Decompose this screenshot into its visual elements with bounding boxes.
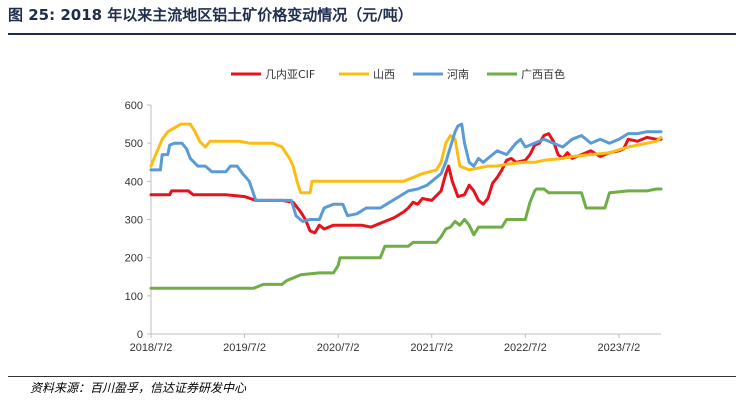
y-tick-label: 500 <box>125 138 143 150</box>
source-note: 资料来源：百川盈孚，信达证券研发中心 <box>30 381 247 395</box>
x-tick-label: 2020/7/2 <box>317 342 360 354</box>
legend-label-3: 河南 <box>447 68 469 81</box>
series-line-4 <box>149 187 663 290</box>
x-tick-label: 2023/7/2 <box>597 342 640 354</box>
y-tick-label: 0 <box>137 329 143 341</box>
y-tick-label: 300 <box>125 215 143 227</box>
y-tick-label: 600 <box>125 100 143 112</box>
chart-axes: 0 100 200 300 400 500 600 2018/7/2 2019/7/2 2020/… <box>125 100 661 354</box>
y-tick-label: 200 <box>125 253 143 265</box>
legend-label-2: 山西 <box>373 68 395 81</box>
chart-series <box>149 122 663 290</box>
title-divider <box>8 33 736 35</box>
x-tick-label: 2022/7/2 <box>504 342 547 354</box>
x-tick-label: 2019/7/2 <box>223 342 266 354</box>
series-line-2 <box>149 122 663 195</box>
chart-legend: 几内亚CIF 山西 河南 广西百色 <box>231 67 565 81</box>
series-line-3 <box>149 122 663 223</box>
source-divider <box>8 376 736 377</box>
y-tick-label: 100 <box>125 291 143 303</box>
legend-label-4: 广西百色 <box>521 67 565 81</box>
legend-label-1: 几内亚CIF <box>265 67 315 81</box>
line-chart: 几内亚CIF 山西 河南 广西百色 0 100 200 300 400 500 600 2018/7… <box>125 67 663 354</box>
x-tick-label: 2018/7/2 <box>130 342 173 354</box>
series-line-1 <box>149 132 663 235</box>
x-tick-label: 2021/7/2 <box>410 342 453 354</box>
y-tick-label: 400 <box>125 176 143 188</box>
figure-title: 图 25: 2018 年以来主流地区铝土矿价格变动情况（元/吨） <box>8 6 413 24</box>
